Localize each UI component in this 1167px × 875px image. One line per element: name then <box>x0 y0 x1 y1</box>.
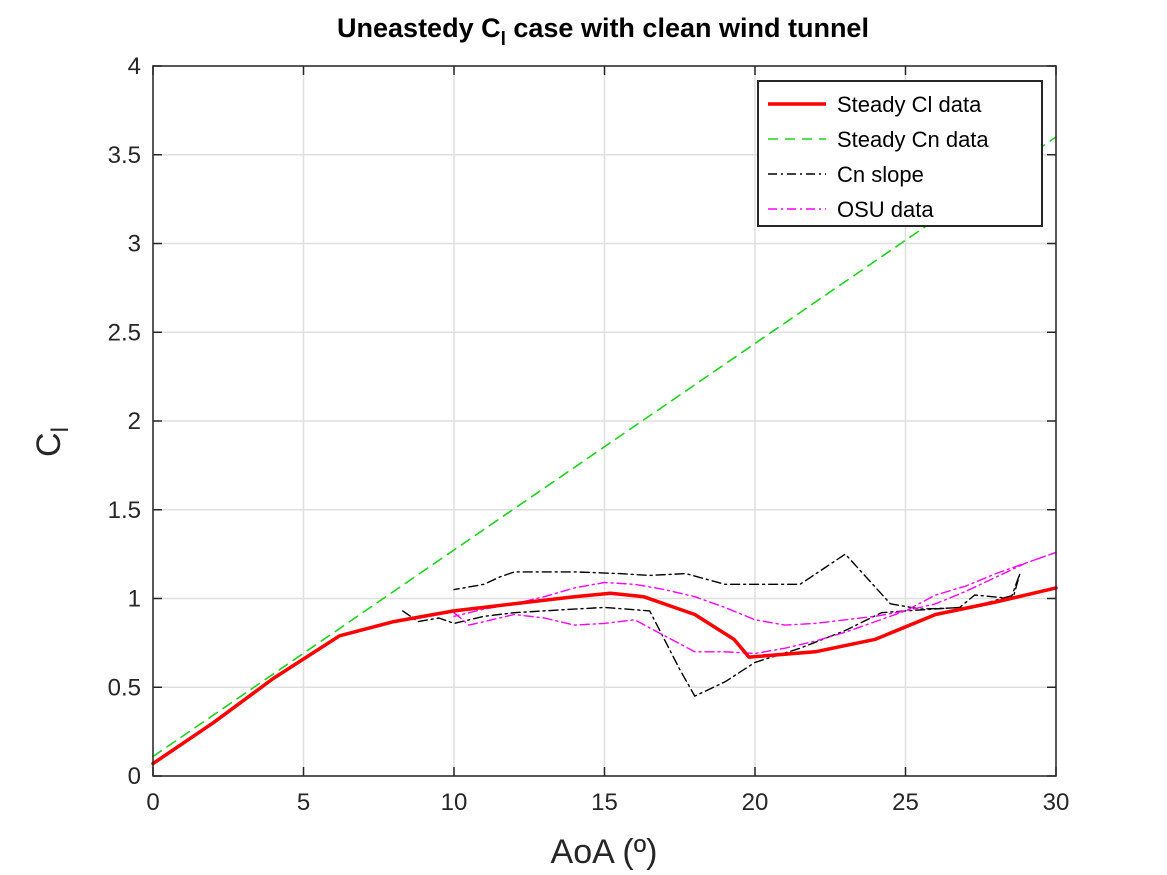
y-tick-label: 1 <box>128 586 141 613</box>
y-tick-label: 3 <box>128 231 141 258</box>
chart-title: Uneastedy Cl case with clean wind tunnel <box>337 13 869 50</box>
x-tick-label: 30 <box>1043 789 1070 816</box>
series-line-steady-cl-data <box>151 586 1058 766</box>
x-tick-label: 25 <box>892 789 919 816</box>
x-tick-label: 15 <box>591 789 618 816</box>
x-tick-label: 20 <box>742 789 769 816</box>
y-tick-label: 4 <box>128 53 141 80</box>
x-tick-label: 10 <box>441 789 468 816</box>
x-axis-label: AoA (º) <box>551 833 658 871</box>
y-tick-label: 3.5 <box>108 142 141 169</box>
y-tick-label: 2.5 <box>108 319 141 346</box>
legend-label-osu-data: OSU data <box>837 197 934 222</box>
legend-label-steady-cn-data: Steady Cn data <box>837 127 989 152</box>
x-tick-label: 5 <box>297 789 310 816</box>
x-tick-label: 0 <box>146 789 159 816</box>
y-tick-label: 1.5 <box>108 497 141 524</box>
axis-ticks: 0 5 10 15 20 25 30 0 0.5 1 1.5 2 2.5 3 3.5 4 <box>108 53 1070 816</box>
y-tick-label: 0.5 <box>108 674 141 701</box>
legend-label-steady-cl-data: Steady Cl data <box>837 92 982 117</box>
y-axis-label: Cl <box>30 427 74 457</box>
y-tick-label: 0 <box>128 763 141 790</box>
legend: Steady Cl data Steady Cn data Cn slope OSU … <box>757 80 1043 227</box>
y-tick-label: 2 <box>128 408 141 435</box>
series-line-steady-cn-data <box>152 136 1057 758</box>
legend-label-cn-slope: Cn slope <box>837 162 924 187</box>
